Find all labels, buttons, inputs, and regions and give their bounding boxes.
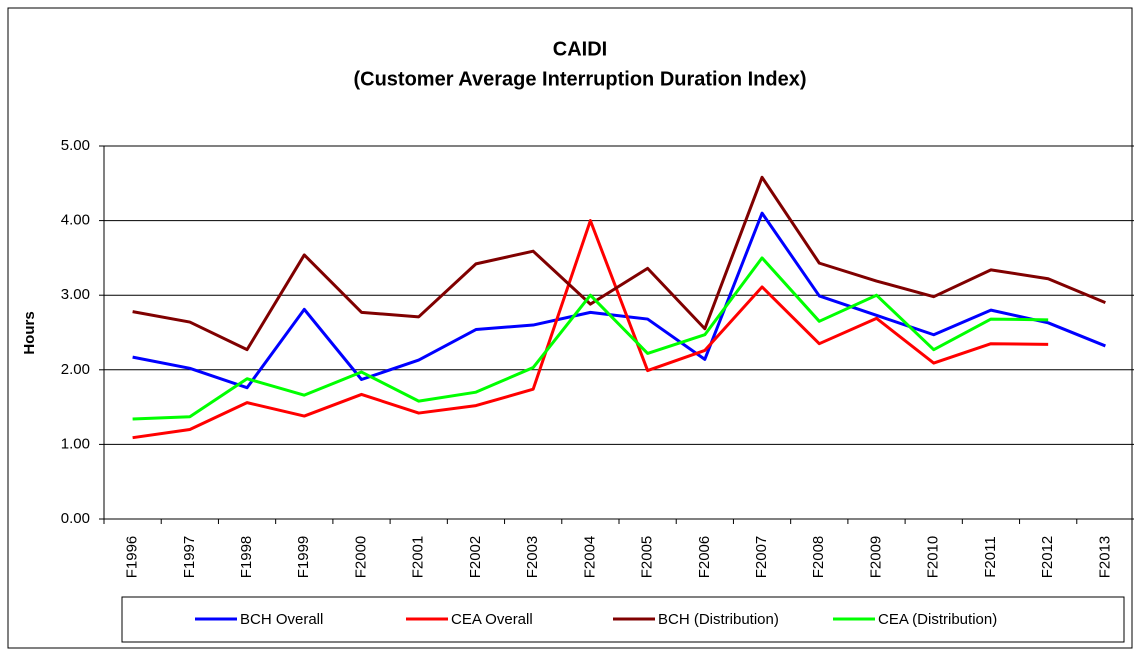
chart-border [7, 7, 1133, 649]
x-tick-label: F1996 [124, 536, 141, 579]
chart-title: CAIDI [553, 38, 607, 60]
series-line [132, 219, 1049, 440]
x-tick-label: F2004 [581, 536, 598, 579]
x-tick-label: F2012 [1039, 536, 1056, 579]
y-tick-label: 4.00 [61, 212, 90, 229]
x-tick-label: F2001 [410, 536, 427, 579]
series-line [132, 256, 1049, 421]
x-tick-label: F2003 [524, 536, 541, 579]
legend-label: BCH (Distribution) [658, 611, 779, 628]
series-line [132, 211, 1106, 390]
chart-subtitle: (Customer Average Interruption Duration … [353, 68, 806, 90]
y-tick-label: 2.00 [61, 361, 90, 378]
y-tick-label: 5.00 [61, 137, 90, 154]
x-tick-label: F2005 [639, 536, 656, 579]
x-tick-label: F1999 [295, 536, 312, 579]
x-tick-label: F2013 [1096, 536, 1113, 579]
y-tick-label: 3.00 [61, 286, 90, 303]
x-tick-label: F2007 [753, 536, 770, 579]
x-tick-label: F2008 [810, 536, 827, 579]
legend-box [121, 596, 1125, 643]
legend-label: CEA (Distribution) [878, 611, 997, 628]
legend-label: BCH Overall [240, 611, 323, 628]
legend-label: CEA Overall [451, 611, 533, 628]
x-tick-label: F1997 [181, 536, 198, 579]
series-line [132, 175, 1106, 352]
x-tick-label: F1998 [238, 536, 255, 579]
x-tick-label: F2011 [982, 536, 999, 577]
y-tick-label: 0.00 [61, 510, 90, 527]
x-tick-label: F2006 [696, 536, 713, 579]
x-tick-label: F2009 [867, 536, 884, 579]
x-tick-label: F2000 [352, 536, 369, 579]
y-tick-label: 1.00 [61, 435, 90, 452]
x-tick-label: F2010 [925, 536, 942, 579]
x-tick-label: F2002 [467, 536, 484, 579]
y-axis-label: Hours [21, 311, 38, 354]
